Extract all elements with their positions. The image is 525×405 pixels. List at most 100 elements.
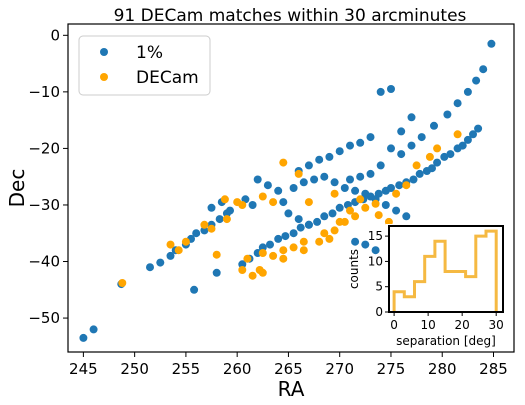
main-y-ticks: 0 −10 −20 −30 −40 −50 xyxy=(28,26,68,327)
point-1pct xyxy=(340,184,349,192)
point-1pct xyxy=(263,181,272,190)
point-decam xyxy=(346,206,354,215)
x-tick-label: 280 xyxy=(428,360,457,378)
point-1pct xyxy=(361,240,370,249)
y-tick-label: −20 xyxy=(28,139,60,157)
point-1pct xyxy=(207,203,216,212)
chart-title: 91 DECam matches within 30 arcminutes xyxy=(114,6,467,26)
legend-label-1pct: 1% xyxy=(136,43,163,63)
legend-box xyxy=(78,35,211,96)
point-1pct xyxy=(487,39,496,48)
point-decam xyxy=(166,240,175,249)
point-1pct xyxy=(407,113,416,122)
point-1pct xyxy=(433,158,442,167)
point-1pct xyxy=(387,184,395,192)
point-decam xyxy=(200,220,209,229)
point-1pct xyxy=(315,155,324,164)
point-1pct xyxy=(299,178,308,187)
inset-x-ticks: 0 10 20 30 xyxy=(390,312,504,332)
point-decam xyxy=(361,203,370,212)
point-1pct xyxy=(346,175,354,184)
point-1pct xyxy=(397,150,406,159)
point-1pct xyxy=(253,175,262,184)
point-1pct xyxy=(146,263,154,272)
point-decam xyxy=(279,158,288,167)
legend-marker-decam xyxy=(100,73,108,81)
point-1pct xyxy=(166,251,175,260)
point-1pct xyxy=(320,212,329,221)
point-decam xyxy=(255,266,264,274)
point-1pct xyxy=(226,206,234,215)
point-1pct xyxy=(330,178,339,187)
point-1pct xyxy=(409,175,418,184)
point-1pct xyxy=(453,99,462,108)
point-1pct xyxy=(381,201,390,209)
x-tick-label: 255 xyxy=(172,360,201,378)
point-decam xyxy=(299,246,308,255)
x-tick-label: 250 xyxy=(120,360,149,378)
point-1pct xyxy=(284,209,293,218)
point-1pct xyxy=(351,186,360,195)
point-1pct xyxy=(248,201,257,209)
point-decam xyxy=(118,279,127,287)
point-1pct xyxy=(463,135,472,144)
point-1pct xyxy=(376,87,385,96)
inset-x-axis-label: separation [deg] xyxy=(396,334,496,348)
inset-histogram: 0 10 20 30 0 5 10 15 separation [deg] counts xyxy=(347,224,505,348)
point-decam xyxy=(384,217,393,226)
x-tick-label: 275 xyxy=(377,360,406,378)
point-1pct xyxy=(304,220,313,229)
inset-y-ticks: 0 5 10 15 xyxy=(368,229,389,319)
point-1pct xyxy=(479,65,488,74)
point-1pct xyxy=(289,229,298,238)
x-tick-label: 285 xyxy=(479,360,508,378)
point-1pct xyxy=(356,172,365,181)
inset-y-tick-label: 5 xyxy=(375,280,383,294)
point-1pct xyxy=(469,130,477,139)
point-decam xyxy=(181,237,190,246)
point-decam xyxy=(243,254,252,263)
point-decam xyxy=(258,192,267,201)
point-decam xyxy=(248,271,257,280)
point-decam xyxy=(335,217,344,226)
inset-y-tick-label: 15 xyxy=(368,229,383,243)
point-decam xyxy=(351,212,360,221)
point-decam xyxy=(371,199,380,208)
point-1pct xyxy=(458,141,467,150)
legend-marker-1pct xyxy=(100,48,108,56)
y-tick-label: −30 xyxy=(28,196,60,214)
x-tick-label: 270 xyxy=(325,360,354,378)
x-axis-label: RA xyxy=(278,377,305,401)
point-1pct xyxy=(200,226,209,235)
point-1pct xyxy=(310,175,319,184)
histogram-step-line xyxy=(392,229,498,312)
point-1pct xyxy=(407,141,416,150)
point-decam xyxy=(392,189,401,198)
point-1pct xyxy=(474,124,483,133)
point-1pct xyxy=(366,133,375,142)
main-plot-frame xyxy=(67,23,515,353)
legend: 1% DECam xyxy=(78,35,211,96)
x-tick-label: 260 xyxy=(223,360,252,378)
point-1pct xyxy=(387,144,395,153)
point-decam xyxy=(374,211,383,220)
inset-y-axis-label: counts xyxy=(347,249,361,289)
point-decam xyxy=(269,198,278,207)
point-decam xyxy=(279,246,288,255)
legend-label-decam: DECam xyxy=(136,68,199,88)
point-1pct xyxy=(346,141,354,150)
inset-y-tick-label: 10 xyxy=(368,254,383,268)
point-1pct xyxy=(472,76,481,85)
point-1pct xyxy=(313,217,322,226)
point-decam xyxy=(325,234,334,243)
point-1pct xyxy=(274,234,283,243)
point-1pct xyxy=(446,150,455,159)
point-decam xyxy=(212,250,221,259)
y-tick-label: 0 xyxy=(50,26,60,44)
point-1pct xyxy=(392,206,401,215)
point-1pct xyxy=(371,246,380,255)
point-decam xyxy=(330,226,339,235)
point-decam xyxy=(269,251,278,260)
point-decam xyxy=(425,152,434,161)
